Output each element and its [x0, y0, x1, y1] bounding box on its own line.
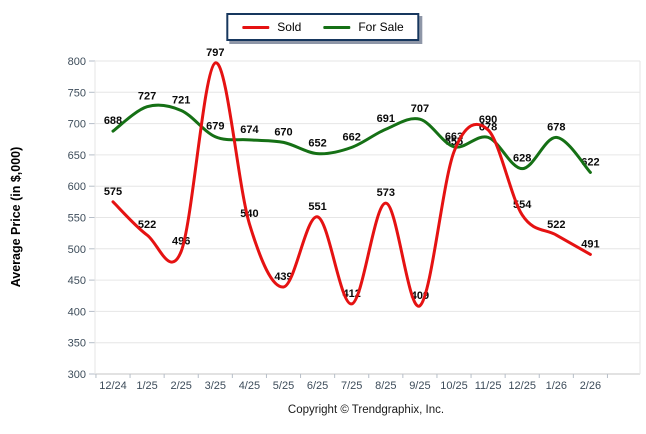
data-label: 727 [138, 91, 156, 103]
x-axis-tick-label: 5/25 [273, 380, 294, 392]
data-label: 688 [104, 115, 122, 127]
data-label: 491 [581, 238, 599, 250]
copyright: Copyright © Trendgraphix, Inc. [288, 404, 444, 416]
x-axis-tick-label: 3/25 [205, 380, 226, 392]
y-axis-tick-label: 650 [68, 150, 86, 162]
y-axis-tick-label: 450 [68, 275, 86, 287]
data-label: 690 [479, 114, 497, 126]
data-label: 496 [172, 235, 190, 247]
data-label: 540 [240, 208, 258, 220]
data-label: 628 [513, 153, 531, 165]
series-lines [111, 61, 592, 308]
x-axis-labels: 12/24 1/25 2/25 3/25 4/25 5/25 6/25 7/25 8/25 9/2… [99, 380, 601, 392]
data-label: 674 [240, 124, 259, 136]
legend-item-sold[interactable]: Sold [242, 20, 301, 34]
sold-line-swatch [242, 25, 270, 29]
x-axis-tick-label: 12/25 [508, 380, 536, 392]
data-label: 575 [104, 186, 122, 198]
y-axis-tick-label: 500 [68, 244, 86, 256]
x-axis-tick-label: 9/25 [409, 380, 430, 392]
for-sale-line-swatch [323, 25, 351, 29]
data-label: 573 [377, 187, 395, 199]
data-label: 678 [479, 121, 497, 133]
y-axis-tick-label: 800 [68, 56, 86, 68]
legend: Sold For Sale [226, 13, 420, 41]
for-sale-line [111, 103, 592, 174]
data-label: 721 [172, 94, 190, 106]
gridlines [89, 60, 641, 378]
y-axis-title: Average Price (in $,000) [9, 147, 23, 288]
sold-line [111, 61, 592, 308]
data-label: 551 [308, 201, 326, 213]
data-label: 662 [343, 131, 361, 143]
y-axis-tick-label: 750 [68, 87, 86, 99]
x-axis-tick-label: 7/25 [341, 380, 362, 392]
y-axis-tick-label: 600 [68, 181, 86, 193]
data-label: 522 [547, 219, 565, 231]
x-axis-tick-label: 12/24 [99, 380, 127, 392]
legend-label-for-sale: For Sale [358, 20, 404, 34]
y-axis-labels: 300 350 400 450 500 550 600 650 700 750 800 [68, 56, 86, 381]
data-label: 797 [206, 47, 224, 59]
data-labels: 5755224967975404395514125734096556905545… [104, 47, 600, 302]
y-axis-tick-label: 700 [68, 119, 86, 131]
x-axis-tick-label: 8/25 [375, 380, 396, 392]
x-axis-tick-label: 2/25 [170, 380, 191, 392]
legend-label-sold: Sold [277, 20, 302, 34]
y-axis-tick-label: 300 [68, 369, 86, 381]
x-axis-tick-label: 2/26 [580, 380, 601, 392]
x-axis-tick-label: 1/25 [136, 380, 157, 392]
x-axis-tick-label: 4/25 [239, 380, 260, 392]
data-label: 670 [274, 126, 292, 138]
y-axis-tick-label: 400 [68, 306, 86, 318]
x-axis-tick-label: 6/25 [307, 380, 328, 392]
legend-item-for-sale[interactable]: For Sale [323, 20, 404, 34]
data-label: 691 [377, 113, 395, 125]
x-axis-tick-label: 10/25 [440, 380, 468, 392]
x-axis-tick-label: 1/26 [546, 380, 567, 392]
y-axis-tick-label: 550 [68, 213, 86, 225]
data-label: 707 [411, 103, 429, 115]
data-label: 522 [138, 219, 156, 231]
data-label: 652 [308, 138, 326, 150]
data-label: 678 [547, 121, 565, 133]
data-label: 679 [206, 121, 224, 133]
data-label: 439 [274, 271, 292, 283]
x-axis-tick-label: 11/25 [475, 380, 502, 392]
y-axis-tick-label: 350 [68, 338, 86, 350]
